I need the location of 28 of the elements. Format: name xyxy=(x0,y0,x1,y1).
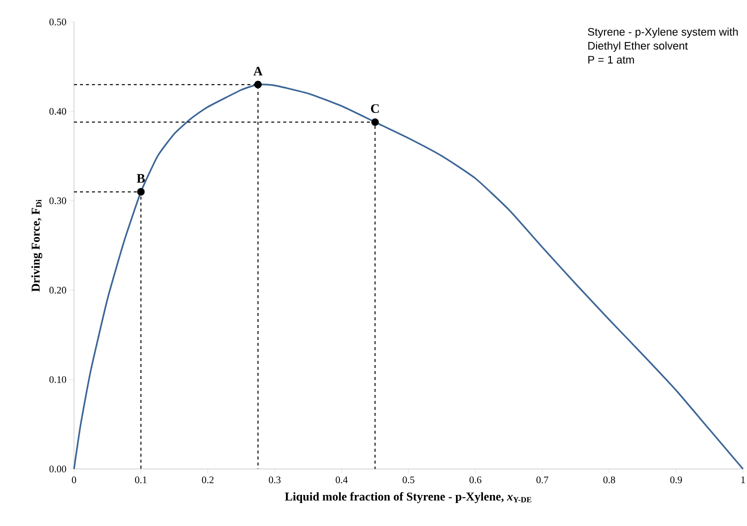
x-tick-label: 0 xyxy=(72,476,76,484)
y-tick-label: 0.20 xyxy=(49,286,66,294)
point xyxy=(254,80,262,88)
point xyxy=(371,118,379,126)
annotation: A xyxy=(253,66,263,76)
y-tick-label: 0.50 xyxy=(49,18,66,26)
x-tick-label: 0.4 xyxy=(336,476,348,484)
x-tick-label: 1 xyxy=(741,476,745,484)
x-axis-title: Liquid mole fraction of Styrene - p-Xylene, x$_{Y-DE}$ xyxy=(284,492,532,504)
x-tick-label: 0.3 xyxy=(268,476,281,484)
x-tick-label: 0.6 xyxy=(470,476,482,484)
x-tick-label: 0.2 xyxy=(202,476,214,484)
x-tick-label: 0.8 xyxy=(603,476,616,484)
annotation: P = 1 atm xyxy=(588,56,634,64)
x-tick-label: 0.5 xyxy=(402,476,414,484)
annotation: C xyxy=(371,104,379,113)
x-tick-label: 0.1 xyxy=(135,476,147,484)
x-tick-label: 0.7 xyxy=(536,476,548,484)
annotation: B xyxy=(136,174,145,183)
annotation: Styrene - p-Xylene system with xyxy=(588,28,738,38)
point xyxy=(137,188,145,196)
x-tick-label: 0.9 xyxy=(670,476,682,484)
y-axis-title: Driving Force, F$_{Di}$ xyxy=(31,200,42,292)
y-tick-label: 0.40 xyxy=(49,108,66,115)
y-tick-label: 0.10 xyxy=(49,376,66,383)
y-tick-label: 0.00 xyxy=(49,466,66,472)
y-tick-label: 0.30 xyxy=(49,197,66,204)
annotation: Diethyl Ether solvent xyxy=(588,42,688,52)
